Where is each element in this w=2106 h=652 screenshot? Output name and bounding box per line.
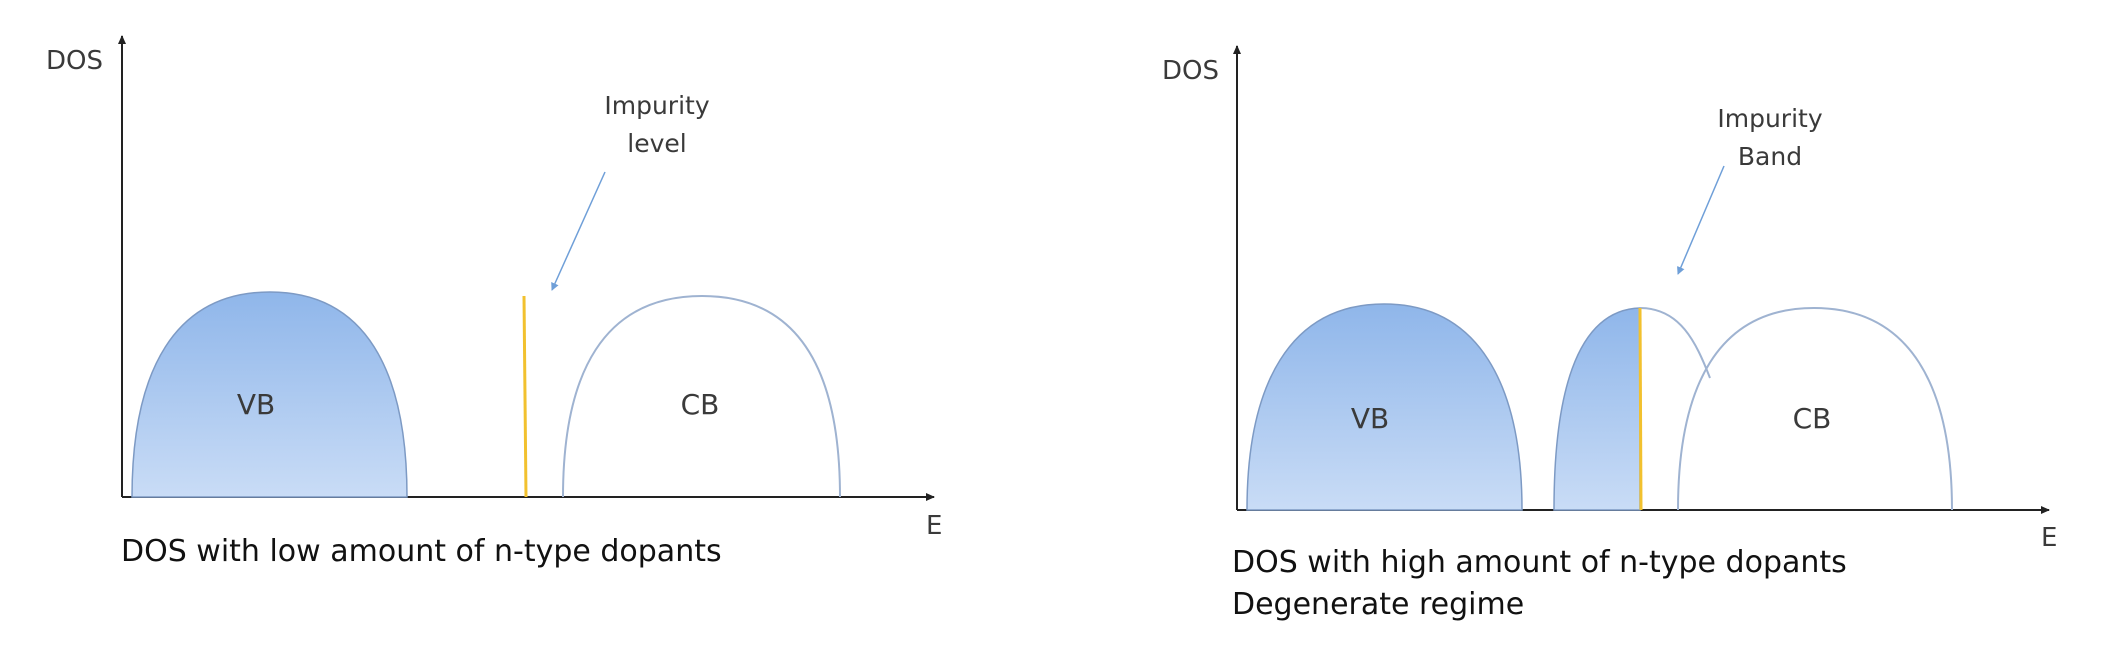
right-x-axis-label: E [2041, 523, 2057, 553]
left-impurity-label-line1: Impurity [604, 91, 709, 120]
right-impurity-band-filled [1553, 307, 1641, 511]
right-caption-line2: Degenerate regime [1232, 587, 1524, 622]
left-impurity-label-line2: level [627, 129, 686, 158]
right-impurity-label-line1: Impurity [1717, 104, 1822, 133]
right-panel: DOS E VB Impurity Band CB DOS with high … [1162, 45, 2057, 622]
right-caption-line1: DOS with high amount of n-type dopants [1232, 545, 1847, 580]
left-panel: DOS E VB Impurity level CB DOS with low … [46, 35, 942, 569]
right-impurity-level-line [1638, 307, 1643, 511]
left-caption: DOS with low amount of n-type dopants [121, 534, 722, 569]
right-conduction-band-label: CB [1793, 402, 1832, 435]
left-impurity-level-line [522, 295, 528, 498]
left-conduction-band-label: CB [681, 388, 720, 421]
left-valence-band [131, 291, 408, 498]
right-conduction-band [1677, 306, 1953, 511]
right-y-axis-label: DOS [1162, 56, 1219, 86]
left-valence-band-label: VB [237, 388, 275, 421]
right-impurity-arrow [1677, 165, 1725, 275]
left-x-axis-label: E [926, 511, 942, 541]
left-impurity-arrow [551, 171, 606, 291]
right-impurity-band-empty [1639, 307, 1711, 379]
left-conduction-band [562, 294, 841, 498]
right-impurity-label-line2: Band [1738, 142, 1802, 171]
right-valence-band-label: VB [1351, 402, 1389, 435]
right-valence-band [1246, 303, 1523, 511]
left-y-axis-label: DOS [46, 46, 103, 76]
